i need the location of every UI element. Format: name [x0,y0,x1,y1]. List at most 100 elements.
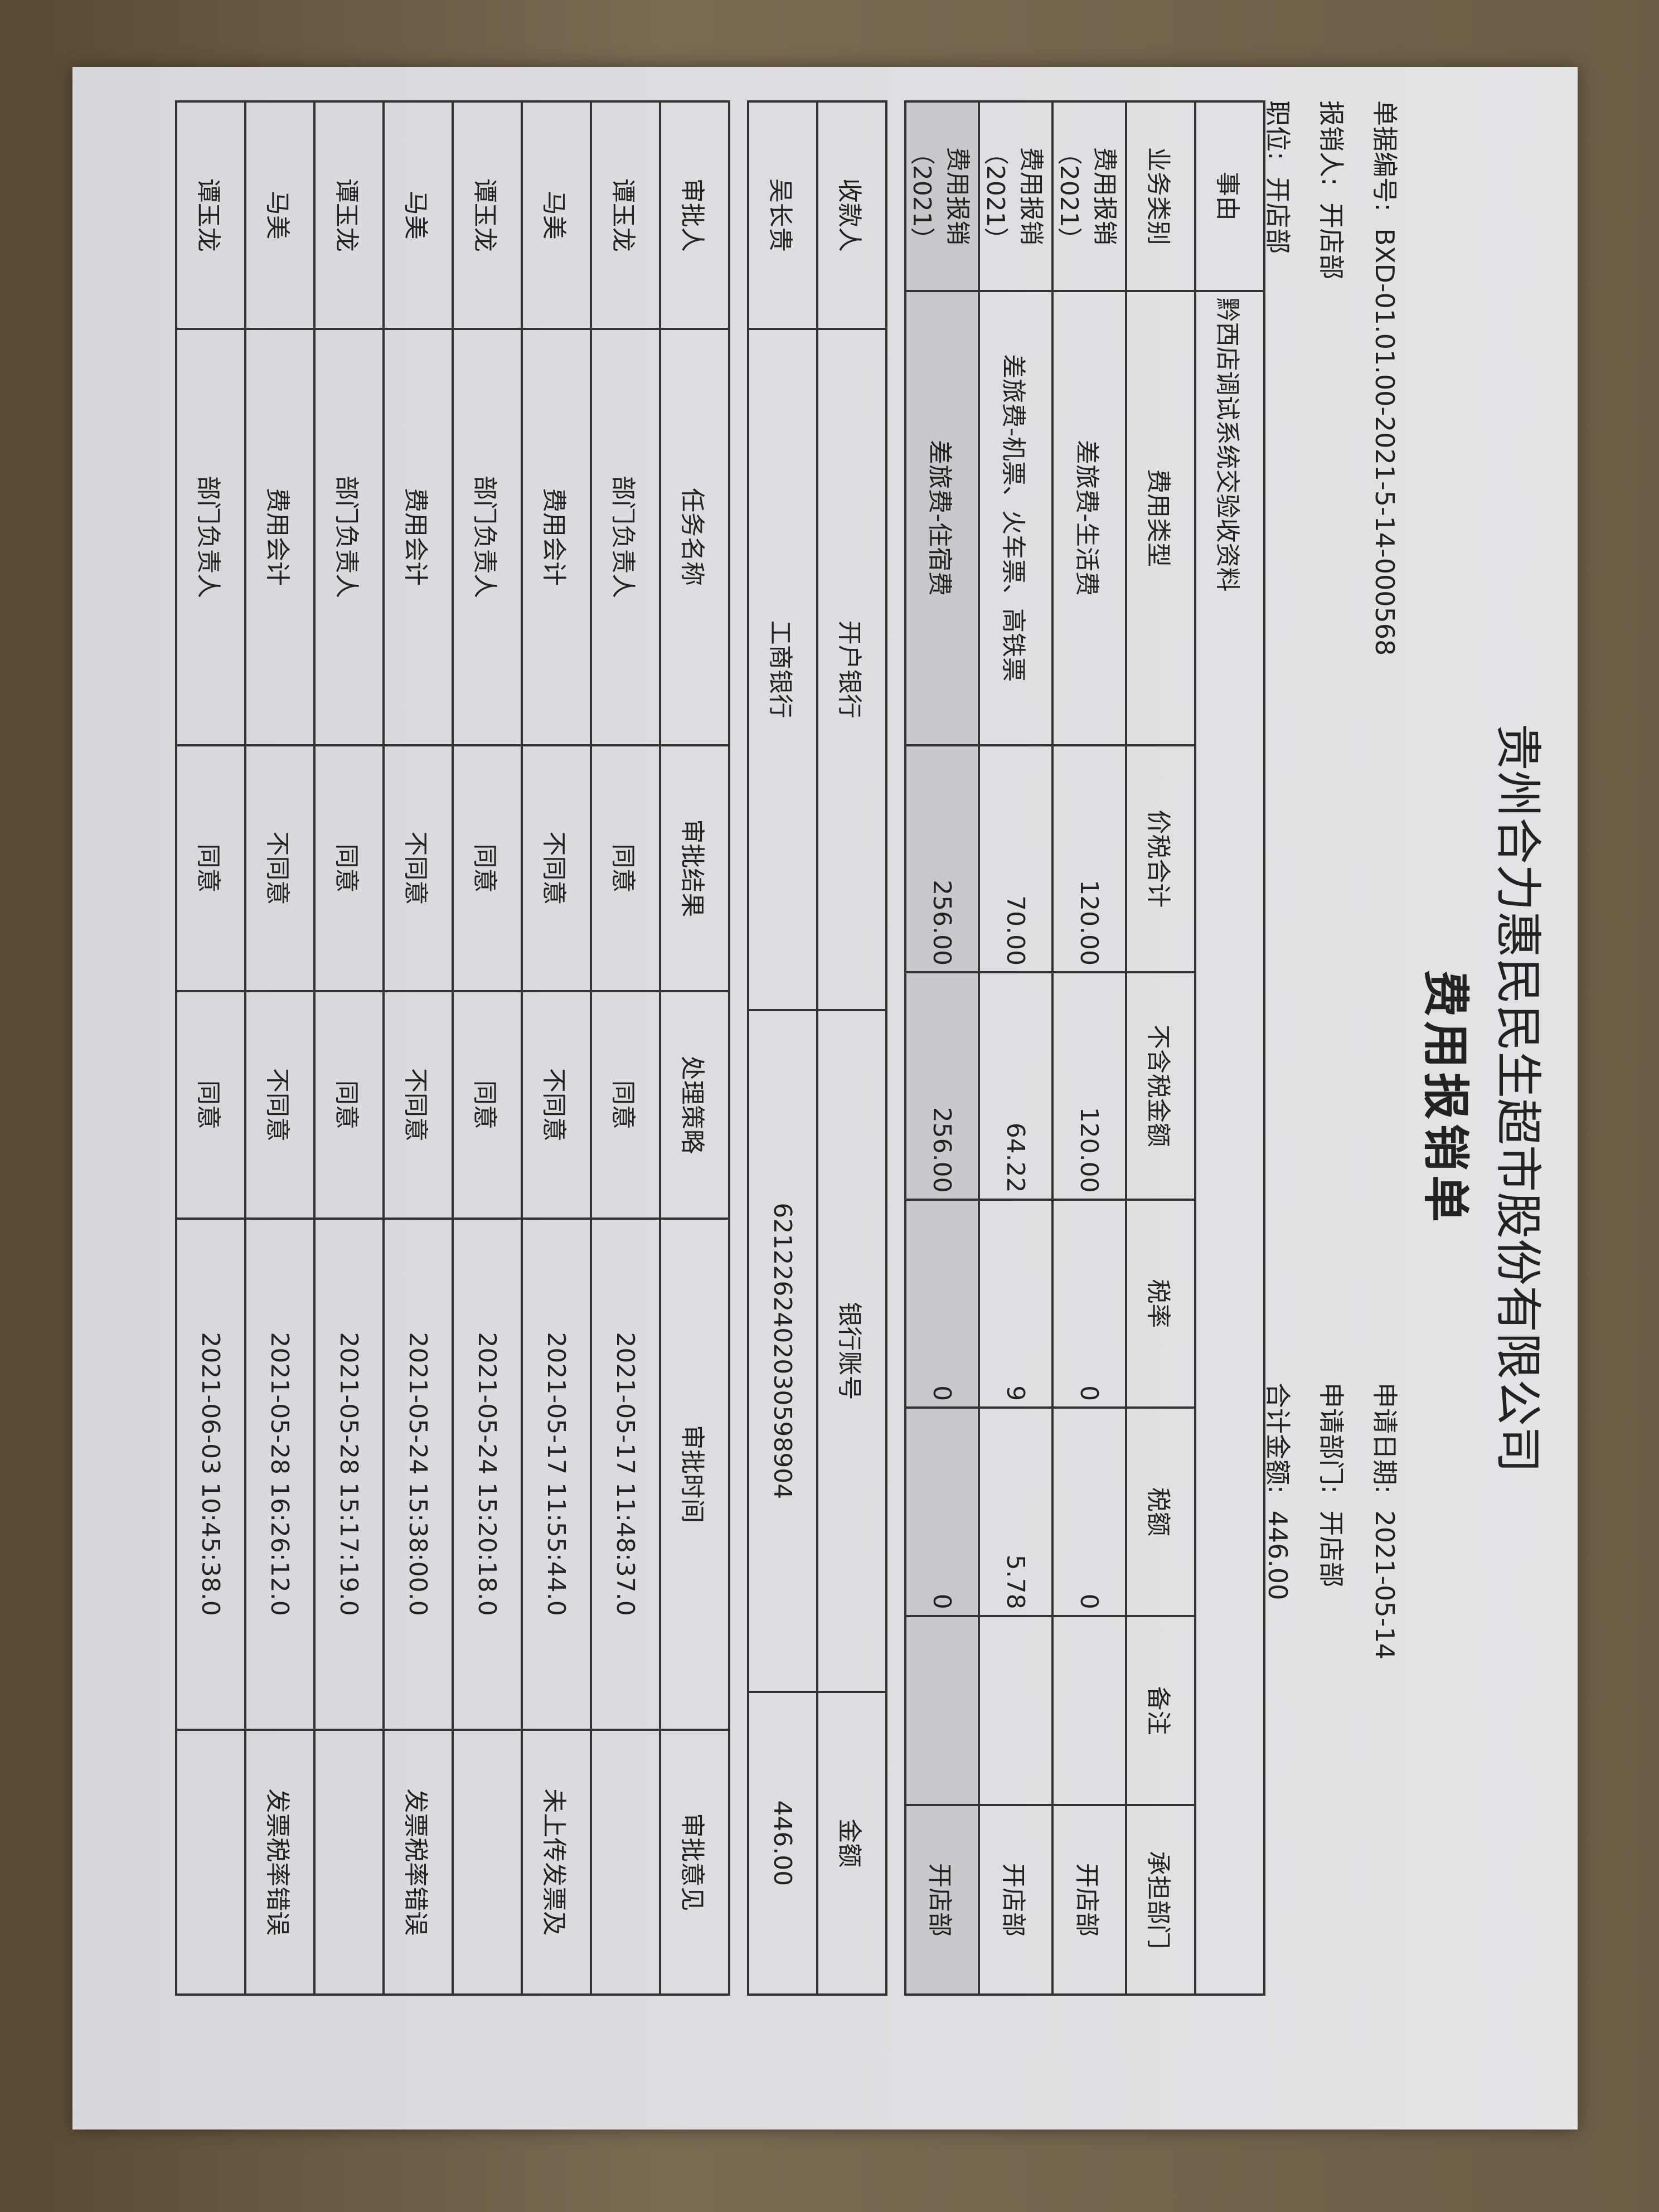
cell: 2021-05-28 16:26:12.0 [245,1218,314,1730]
cell: 不同意 [245,745,314,992]
cell: 70.00 [979,745,1052,973]
cell: 费用会计 [522,328,591,745]
cell: 64.22 [979,972,1052,1200]
header-cell: 税率 [1126,1199,1195,1408]
field-label: 单据编号: [1370,100,1400,212]
cell: 同意 [314,991,384,1219]
cell: 费用会计 [384,328,453,745]
cell [591,1729,660,1995]
reason-label: 事由 [1195,101,1264,291]
cell: 0 [1052,1199,1126,1408]
cell: 费用报销（2021） [1052,101,1126,291]
cell: 谭玉龙 [314,101,384,329]
header-cell: 审批意见 [660,1729,729,1995]
cell: 开店部 [905,1805,979,1995]
field: 合计金额: 446.00 [1261,1382,1298,1996]
cell: 部门负责人 [314,328,384,745]
cell: 9 [979,1199,1052,1408]
cell: 不同意 [384,991,453,1219]
header-cell: 备注 [1126,1616,1195,1806]
cell: 同意 [591,745,660,992]
header-cell: 审批时间 [660,1218,729,1730]
cell [314,1729,384,1995]
cell: 120.00 [1052,972,1126,1200]
tables: 事由 黔西店调试系统交验收资料 业务类别 费用类型 价税合计 不含税金额 税率 税额 备注 承担部… [158,100,1265,1996]
cell: 2021-05-17 11:55:44.0 [522,1218,591,1730]
field-value: 446.00 [1263,1510,1293,1600]
row: 谭玉龙 部门负责人 同意 同意 2021-06-03 10:45:38.0 [176,101,245,1995]
cell: 谭玉龙 [591,101,660,329]
header-cell: 银行账号 [817,1010,886,1692]
cell [1052,1616,1126,1806]
cell: 不同意 [522,745,591,992]
field-value: 开店部 [1316,202,1346,280]
cell: 马美 [245,101,314,329]
cell: 256.00 [905,972,979,1200]
cell: 马美 [384,101,453,329]
cell: 不同意 [522,991,591,1219]
cell: 谭玉龙 [176,101,245,329]
field: 报销人: 开店部 [1314,100,1351,1382]
field-label: 申请日期: [1370,1382,1400,1494]
header-cell: 开户银行 [817,328,886,1011]
cell: 开店部 [979,1805,1052,1995]
cell: 120.00 [1052,745,1126,973]
cell: 马美 [522,101,591,329]
cell [979,1616,1052,1806]
cell: 差旅费-生活费 [1052,290,1126,745]
cell: 差旅费-住宿费 [905,290,979,745]
cell: 吴长贵 [748,101,817,329]
cell: 2021-05-24 15:38:00.0 [384,1218,453,1730]
document: 贵州合力惠民民生超市股份有限公司 费用报销单 单据编号: BXD-01.01.00… [72,67,1578,2129]
cell: 同意 [176,745,245,992]
cell: 工商银行 [748,328,817,1011]
field: 申请部门: 开店部 [1314,1382,1351,1996]
cell [176,1729,245,1995]
cell: 同意 [453,745,522,992]
cell: 同意 [453,991,522,1219]
row: 费用报销（2021） 差旅费-机票、火车票、高铁票 70.00 64.22 9 5.78 开… [979,101,1052,1995]
cell: 费用会计 [245,328,314,745]
field-label: 合计金额: [1263,1382,1293,1494]
cell: 发票税率错误 [245,1729,314,1995]
cell: 部门负责人 [453,328,522,745]
header-cell: 业务类别 [1126,101,1195,291]
header-row: 收款人 开户银行 银行账号 金额 [817,101,886,1995]
payee-table: 收款人 开户银行 银行账号 金额 吴长贵 工商银行 6212262402030598904 4… [747,100,887,1996]
header-cell: 不含税金额 [1126,972,1195,1200]
cell: 5.78 [979,1408,1052,1616]
field-label: 申请部门: [1316,1382,1346,1494]
header-cell: 价税合计 [1126,745,1195,973]
row: 谭玉龙 部门负责人 同意 同意 2021-05-17 11:48:37.0 [591,101,660,1995]
reason-row: 事由 黔西店调试系统交验收资料 [1195,101,1264,1995]
cell: 2021-05-17 11:48:37.0 [591,1218,660,1730]
row: 马美 费用会计 不同意 不同意 2021-05-17 11:55:44.0 未上传发票及 [522,101,591,1995]
approval-table: 审批人 任务名称 审批结果 处理策略 审批时间 审批意见 谭玉龙 部门负责人 同意 同意 2021-… [175,100,730,1996]
cell: 未上传发票及 [522,1729,591,1995]
cell: 2021-05-24 15:20:18.0 [453,1218,522,1730]
field-value: 2021-05-14 [1370,1510,1400,1660]
cell: 不同意 [245,991,314,1219]
cell: 446.00 [748,1691,817,1995]
row: 谭玉龙 部门负责人 同意 同意 2021-05-28 15:17:19.0 [314,101,384,1995]
field-label: 职位: [1263,100,1293,161]
row: 费用报销（2021） 差旅费-住宿费 256.00 256.00 0 0 开店部 [905,101,979,1995]
cell: 256.00 [905,745,979,973]
header-cell: 金额 [817,1691,886,1995]
cell: 同意 [176,991,245,1219]
row: 马美 费用会计 不同意 不同意 2021-05-24 15:38:00.0 发票税率错误 [384,101,453,1995]
cell: 不同意 [384,745,453,992]
cell: 部门负责人 [176,328,245,745]
cell: 谭玉龙 [453,101,522,329]
cell: 同意 [591,991,660,1219]
field-value: 开店部 [1316,1510,1346,1588]
row: 费用报销（2021） 差旅费-生活费 120.00 120.00 0 0 开店部 [1052,101,1126,1995]
field: 申请日期: 2021-05-14 [1368,1382,1405,1996]
header-row: 审批人 任务名称 审批结果 处理策略 审批时间 审批意见 [660,101,729,1995]
field-value: BXD-01.01.00-2021-5-14-000568 [1370,228,1400,656]
header-cell: 税额 [1126,1408,1195,1616]
title: 费用报销单 [1418,969,1473,1226]
reason-value: 黔西店调试系统交验收资料 [1195,290,1264,1995]
header-cell: 费用类型 [1126,290,1195,745]
